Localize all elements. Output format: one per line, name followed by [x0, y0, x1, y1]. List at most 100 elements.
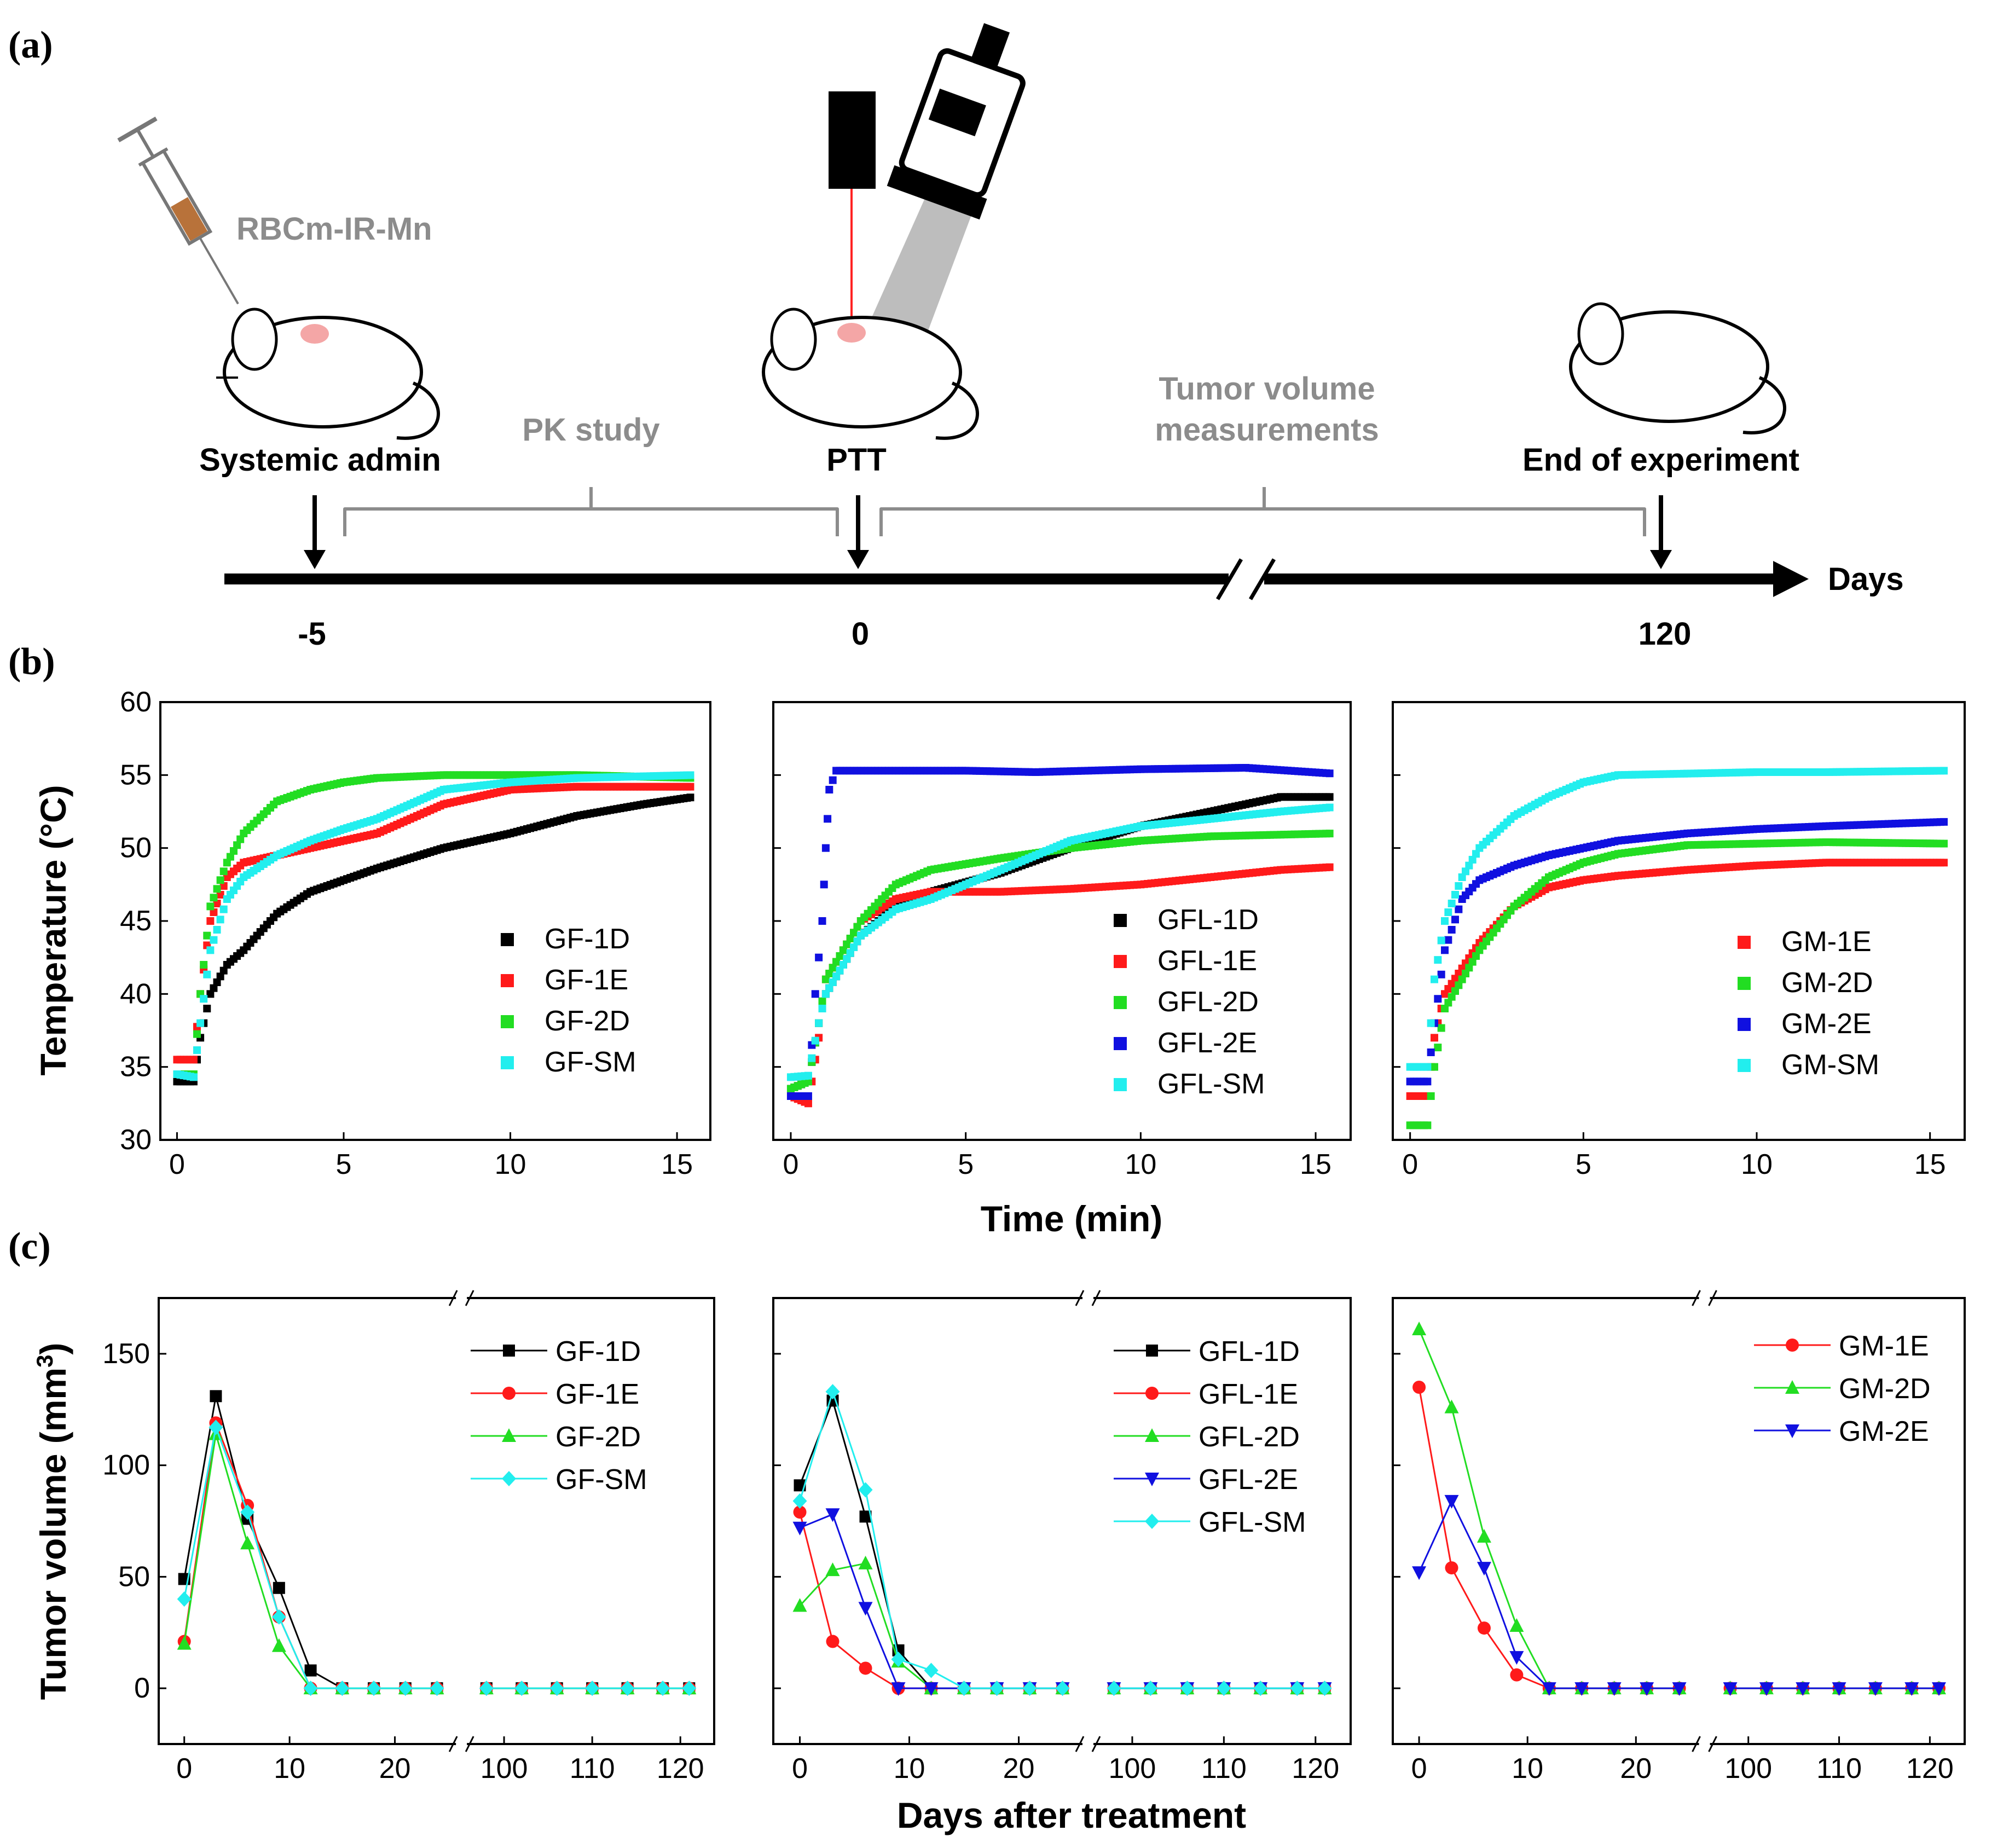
legend-label: GFL-2E	[1157, 1027, 1257, 1059]
x-tick-label: 0	[176, 1753, 192, 1785]
data-point	[203, 931, 211, 940]
x-tick-label: 10	[495, 1149, 526, 1180]
x-tick-label: 10	[894, 1753, 925, 1785]
legend-label: GFL-SM	[1157, 1068, 1265, 1100]
data-point	[825, 786, 833, 793]
data-point	[1940, 767, 1948, 775]
data-point	[1458, 873, 1466, 881]
data-point	[1468, 958, 1477, 966]
data-point	[1451, 916, 1459, 924]
brace-label-pk-study: PK study	[522, 412, 659, 448]
data-point	[839, 946, 847, 954]
day-label: 120	[1639, 616, 1692, 652]
data-point	[1940, 859, 1948, 867]
data-point	[825, 1562, 840, 1577]
axis-break-mark	[1692, 1290, 1701, 1306]
series-gfl-sm	[792, 1384, 1332, 1696]
data-point	[820, 880, 828, 889]
laser-icon	[829, 91, 876, 328]
data-point	[1448, 900, 1456, 907]
y-tick-label: 30	[120, 1124, 152, 1156]
x-tick-label: 0	[1402, 1149, 1418, 1180]
data-point	[1423, 1063, 1432, 1071]
data-point	[177, 1636, 192, 1650]
series-gm-2e	[1406, 818, 1948, 1086]
legend-label: GFL-2D	[1199, 1421, 1300, 1453]
data-point	[1940, 839, 1948, 848]
x-tick-label: 5	[958, 1149, 974, 1180]
data-point	[1437, 970, 1445, 978]
data-point	[1325, 830, 1334, 838]
legend-label: GFL-1E	[1199, 1378, 1298, 1410]
data-point	[219, 882, 228, 890]
series-line	[1418, 1329, 1680, 1689]
legend-marker	[1786, 1339, 1799, 1352]
data-point	[335, 1681, 350, 1696]
legend-marker	[1145, 1428, 1159, 1442]
x-tick-label: 0	[783, 1149, 799, 1180]
data-point	[209, 1420, 223, 1435]
data-point	[1723, 1682, 1738, 1696]
data-point	[825, 970, 833, 977]
data-point	[858, 1555, 873, 1569]
data-point	[1462, 867, 1469, 876]
data-point	[1444, 936, 1452, 944]
axis-break-gap	[456, 1740, 467, 1748]
legend-label: GFL-2D	[1157, 986, 1259, 1018]
data-point	[1427, 1048, 1435, 1056]
series-gf-1e	[177, 1416, 696, 1695]
data-point	[210, 936, 218, 944]
data-point	[226, 853, 234, 861]
data-point	[859, 1661, 872, 1675]
tumor-y-title-main: Tumor volume (mm	[33, 1368, 73, 1700]
data-point	[853, 923, 861, 931]
data-point	[858, 1482, 873, 1498]
mouse-icon	[1569, 302, 1786, 435]
legend-marker	[1145, 1473, 1159, 1486]
data-point	[1444, 1399, 1459, 1413]
series-line	[799, 1511, 1063, 1689]
data-point	[1412, 1566, 1427, 1580]
data-point	[213, 900, 221, 907]
drug-label: RBCm-IR-Mn	[236, 211, 432, 247]
data-point	[1434, 1044, 1442, 1052]
data-point	[1107, 1681, 1121, 1696]
data-point	[815, 1019, 823, 1027]
series-line	[799, 1398, 1063, 1689]
data-point	[1290, 1681, 1305, 1696]
series-line	[799, 1513, 1063, 1689]
x-tick-label: 20	[379, 1753, 411, 1785]
axis-break-mark	[1692, 1736, 1701, 1752]
data-point	[1465, 964, 1473, 972]
plot-frame	[158, 1297, 715, 1745]
data-point	[1427, 1019, 1435, 1027]
legend-marker	[1114, 996, 1127, 1009]
data-point	[832, 972, 841, 981]
axis-break-mark	[448, 1290, 458, 1306]
axis-break-mark	[448, 1736, 458, 1752]
tumor-y-title-end: )	[33, 1343, 73, 1355]
data-point	[1451, 987, 1459, 995]
legend-label: GM-2D	[1781, 967, 1873, 999]
x-tick-label: 20	[1620, 1753, 1652, 1785]
data-point	[1423, 1121, 1432, 1129]
data-point	[1325, 863, 1334, 871]
data-point	[367, 1681, 381, 1696]
data-point	[846, 935, 854, 942]
data-point	[1455, 882, 1463, 890]
y-tick-label: 150	[102, 1338, 150, 1370]
data-point	[1477, 1562, 1491, 1576]
data-point	[858, 1602, 873, 1616]
legend-marker	[1114, 914, 1127, 927]
legend-marker	[1738, 1059, 1751, 1072]
tumor-chart-gf: 0 50 100 150 0 10 20 100 110 120 GF-1D GF-1E GF-2D GF…	[102, 1290, 715, 1785]
legend-marker	[1114, 1037, 1127, 1050]
data-point	[1574, 1682, 1589, 1696]
data-point	[1904, 1682, 1919, 1696]
data-point	[1510, 1668, 1524, 1682]
y-tick-label: 35	[120, 1051, 152, 1083]
data-point	[236, 835, 245, 843]
series-gm-2e	[1412, 1494, 1946, 1696]
data-point	[853, 937, 861, 946]
timeline-schematic: RBCm-IR-Mn	[117, 23, 1904, 652]
